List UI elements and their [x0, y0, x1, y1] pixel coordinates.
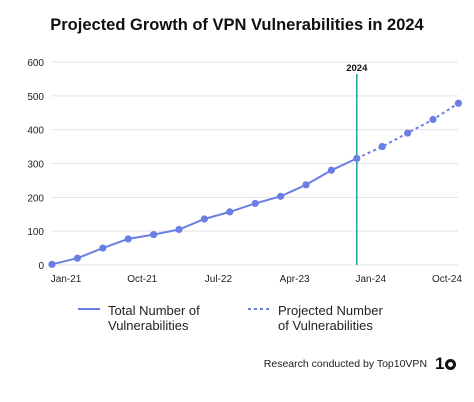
- footer-credit: Research conducted by Top10VPN: [263, 358, 428, 370]
- y-tick-label: 100: [27, 227, 44, 238]
- data-point-total: [251, 199, 259, 208]
- y-tick-label: 600: [27, 58, 44, 69]
- y-tick-label: 0: [38, 261, 44, 272]
- legend-item-total: Total Number of Vulnerabilities: [78, 303, 226, 333]
- data-point-total: [73, 254, 81, 262]
- data-point-total: [48, 260, 56, 268]
- data-point-total: [175, 225, 183, 234]
- x-tick-label: Apr-23: [280, 274, 310, 285]
- legend-label-projected: Projected Number of Vulnerabilities: [278, 303, 383, 333]
- y-tick-label: 400: [27, 126, 44, 137]
- x-tick-label: Jul-22: [205, 274, 233, 285]
- y-tick-label: 500: [27, 92, 44, 103]
- legend-swatch-solid: [78, 303, 100, 313]
- top10vpn-logo: 1: [435, 354, 456, 374]
- data-point-total: [277, 192, 285, 200]
- data-point-total: [226, 208, 234, 216]
- x-tick-label: Oct-21: [127, 274, 157, 285]
- y-tick-label: 200: [27, 193, 44, 204]
- logo-digit: 1: [435, 354, 444, 373]
- data-point-projected: [454, 99, 462, 107]
- logo-ring-icon: [445, 358, 456, 370]
- data-point-total: [200, 215, 208, 223]
- series-line-total: [51, 157, 358, 266]
- legend-item-projected: Projected Number of Vulnerabilities: [248, 303, 396, 333]
- data-point-projected: [404, 129, 412, 137]
- data-point-total: [124, 235, 132, 243]
- chart-title: Projected Growth of VPN Vulnerabilities …: [50, 16, 424, 34]
- annotation-label-2024: 2024: [346, 63, 368, 74]
- line-chart: 0 100 200 300 400 500 600 Jan-21 Oct-21 Jul-22 Apr…: [27, 58, 462, 285]
- x-tick-label: Oct-24: [432, 274, 462, 285]
- legend-swatch-dashed: [248, 303, 270, 313]
- x-tick-label: Jan-21: [51, 274, 82, 285]
- legend-label-total: Total Number of Vulnerabilities: [108, 303, 200, 333]
- data-point-total: [150, 230, 158, 239]
- data-point-projected: [378, 142, 386, 151]
- data-point-total: [353, 154, 361, 163]
- legend: Total Number of Vulnerabilities Projecte…: [0, 303, 474, 333]
- data-point-total: [99, 244, 107, 252]
- y-tick-label: 300: [27, 160, 44, 171]
- data-point-projected: [429, 115, 437, 124]
- footer: Research conducted by Top10VPN 1: [264, 354, 456, 374]
- x-tick-label: Jan-24: [356, 274, 387, 285]
- data-point-total: [327, 166, 335, 174]
- data-point-total: [302, 181, 310, 189]
